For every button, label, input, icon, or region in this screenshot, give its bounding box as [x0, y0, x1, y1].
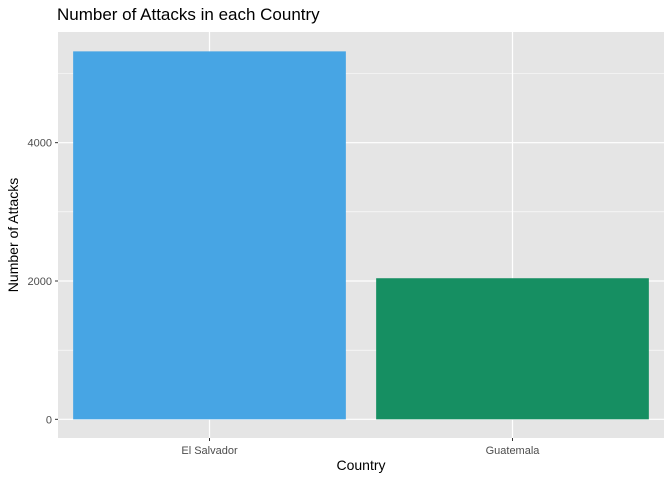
y-axis: 0 2000 4000	[28, 138, 58, 426]
x-tick-label: Guatemala	[486, 445, 541, 457]
y-tick-label: 2000	[28, 276, 52, 288]
y-axis-title: Number of Attacks	[5, 178, 21, 292]
bars	[73, 51, 649, 420]
y-tick-label: 4000	[28, 138, 52, 150]
chart-title: Number of Attacks in each Country	[57, 5, 320, 24]
bar	[73, 51, 346, 420]
x-axis: El Salvador Guatemala	[181, 438, 540, 457]
y-tick-label: 0	[46, 414, 52, 426]
bar	[376, 278, 649, 420]
x-tick-label: El Salvador	[181, 445, 238, 457]
x-axis-title: Country	[336, 457, 385, 473]
